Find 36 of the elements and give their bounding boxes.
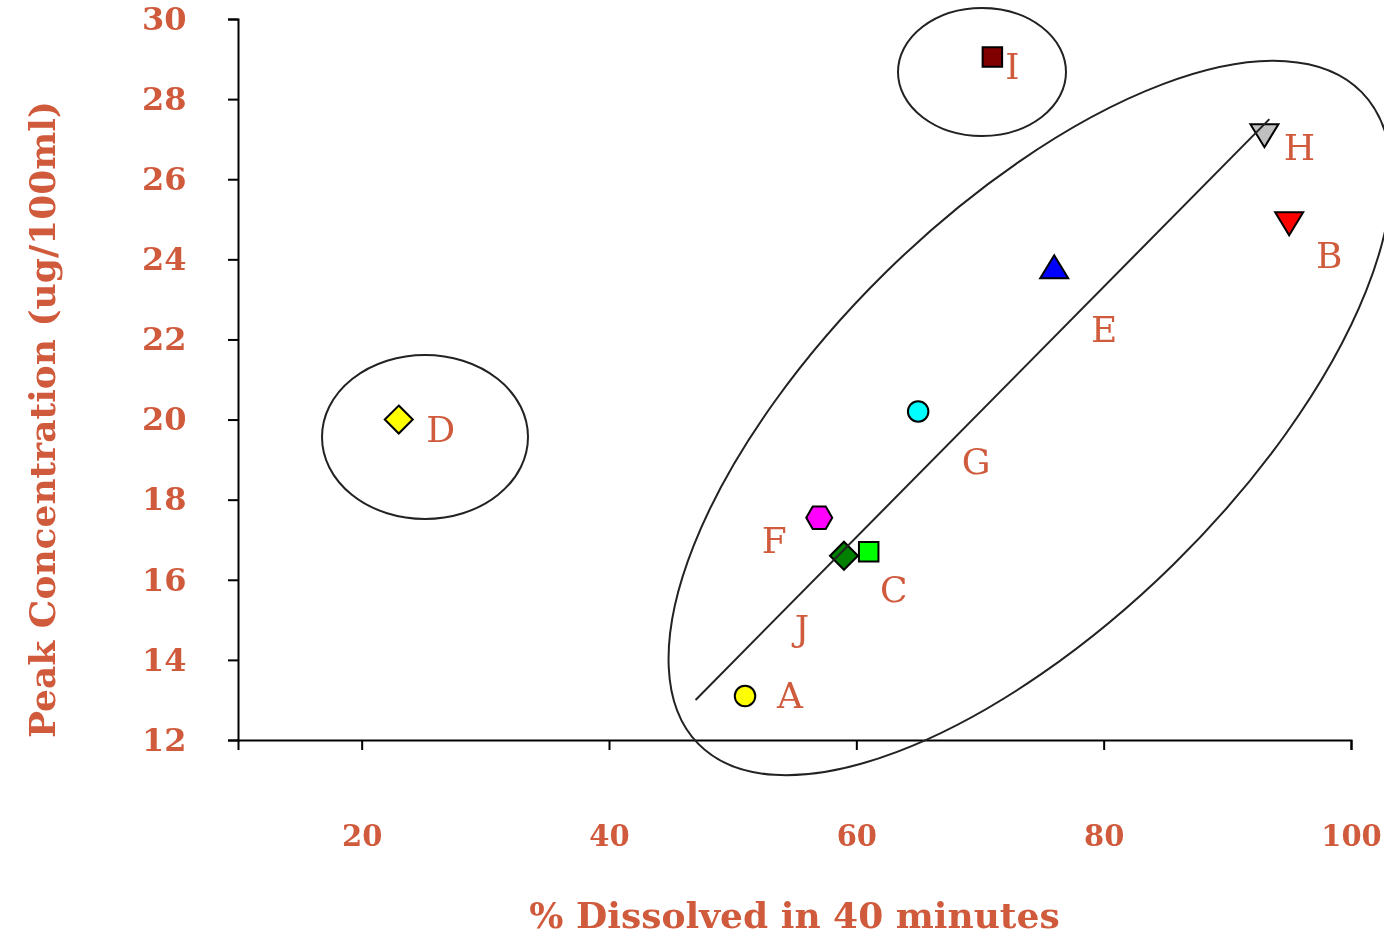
y-tick-label: 18: [142, 480, 187, 519]
x-tick-label: 80: [1083, 818, 1125, 853]
point: [383, 404, 414, 435]
point: [906, 400, 930, 423]
y-tick-label: 20: [142, 400, 187, 439]
y-tick-label: 12: [142, 720, 187, 759]
y-axis-title: Peak Concentration (ug/100ml): [21, 100, 63, 739]
point: [1274, 211, 1305, 237]
x-axis-title: % Dissolved in 40 minutes: [529, 894, 1060, 936]
series-label: C: [879, 568, 908, 610]
point: [1039, 254, 1070, 280]
point: [981, 46, 1004, 68]
y-tick-label: 24: [142, 240, 187, 279]
series-label: H: [1283, 127, 1316, 169]
series-label: A: [776, 674, 805, 716]
series-label: E: [1091, 309, 1118, 351]
y-tick-label: 14: [142, 640, 187, 679]
x-tick-label: 60: [836, 818, 878, 853]
point: [1249, 123, 1280, 149]
y-tick-label: 30: [142, 0, 187, 38]
series-label: D: [426, 408, 456, 450]
x-tick-label: 40: [589, 818, 630, 853]
series-label: I: [1005, 46, 1020, 88]
y-tick-label: 22: [142, 320, 187, 359]
series-label: F: [761, 519, 787, 561]
series-label: J: [790, 607, 810, 649]
point: [733, 684, 757, 708]
series-label: B: [1315, 235, 1343, 277]
point: [805, 505, 834, 530]
x-tick-label: 20: [341, 818, 383, 853]
y-tick-label: 28: [142, 79, 187, 118]
y-tick-label: 16: [142, 560, 187, 599]
y-tick-label: 26: [142, 159, 187, 198]
point: [857, 540, 880, 563]
x-tick-label: 100: [1321, 818, 1382, 853]
series-label: G: [961, 440, 991, 482]
